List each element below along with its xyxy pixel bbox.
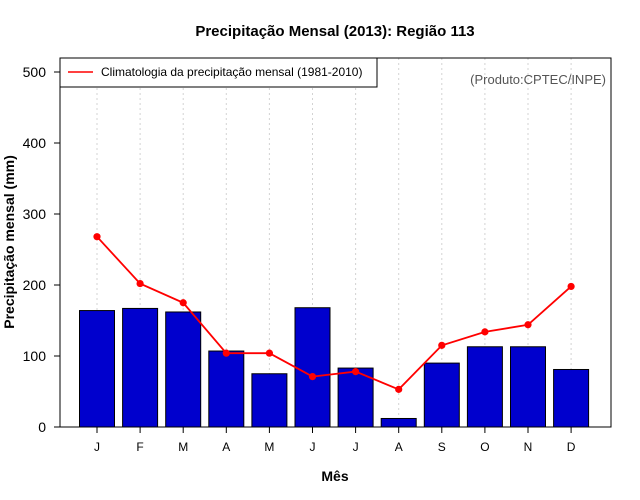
y-tick-label-200: 200 bbox=[23, 277, 47, 293]
bar-9-S bbox=[423, 362, 460, 428]
bar-11-N bbox=[510, 346, 546, 428]
y-tick-label-500: 500 bbox=[23, 64, 47, 80]
climatology-point-10 bbox=[481, 328, 489, 336]
x-tick-label-1: J bbox=[94, 440, 100, 454]
y-axis: 0 100 200 300 400 500 bbox=[23, 64, 60, 435]
bar-1-J bbox=[79, 310, 115, 428]
bar-8-A bbox=[380, 417, 417, 428]
y-tick-label-100: 100 bbox=[23, 348, 47, 364]
x-tick-label-3: M bbox=[178, 440, 188, 454]
x-tick-label-2: F bbox=[136, 440, 143, 454]
climatology-point-2 bbox=[136, 279, 144, 288]
bar-10-O bbox=[466, 346, 503, 428]
bar-series bbox=[79, 307, 590, 428]
bar-7-J bbox=[337, 367, 374, 428]
climatology-point-4 bbox=[222, 349, 230, 357]
climatology-point-11 bbox=[524, 321, 532, 329]
climatology-point-1 bbox=[93, 233, 101, 241]
x-tick-label-5: M bbox=[264, 440, 274, 454]
bar-12-D bbox=[553, 368, 590, 428]
bar-5-M bbox=[251, 373, 288, 428]
legend: Climatologia da precipitação mensal (198… bbox=[59, 57, 378, 88]
bar-2-F bbox=[122, 307, 159, 428]
climatology-line bbox=[96, 236, 572, 391]
y-tick-label-300: 300 bbox=[23, 206, 47, 222]
y-axis-label: Precipitação mensal (mm) bbox=[1, 155, 17, 329]
chart-title: Precipitação Mensal (2013): Região 113 bbox=[195, 23, 474, 40]
x-tick-label-10: O bbox=[480, 440, 489, 454]
x-axis-label: Mês bbox=[321, 468, 348, 484]
x-tick-label-11: N bbox=[524, 440, 533, 454]
x-tick-label-12: D bbox=[567, 440, 576, 454]
climatology-point-8 bbox=[395, 385, 403, 393]
y-tick-label-0: 0 bbox=[38, 419, 46, 435]
x-tick-label-8: A bbox=[395, 440, 403, 454]
x-tick-label-7: J bbox=[353, 440, 359, 454]
legend-entry-climatology: Climatologia da precipitação mensal (198… bbox=[101, 65, 362, 79]
climatology-point-7 bbox=[352, 368, 360, 376]
bar-3-M bbox=[165, 311, 202, 428]
climatology-point-6 bbox=[308, 372, 317, 381]
product-credit: (Produto:CPTEC/INPE) bbox=[470, 72, 606, 87]
climatology-line-series bbox=[93, 233, 575, 393]
climatology-point-5 bbox=[265, 349, 273, 357]
grid-lines bbox=[96, 58, 572, 427]
x-tick-label-9: S bbox=[438, 440, 446, 454]
x-tick-label-4: A bbox=[222, 440, 230, 454]
climatology-point-3 bbox=[179, 299, 187, 307]
bar-4-A bbox=[208, 350, 245, 428]
legend-box bbox=[59, 57, 378, 88]
climatology-point-9 bbox=[438, 341, 446, 349]
climatology-point-12 bbox=[567, 282, 575, 291]
y-tick-label-400: 400 bbox=[23, 135, 47, 151]
x-tick-label-6: J bbox=[310, 440, 316, 454]
bar-6-J bbox=[294, 307, 331, 428]
